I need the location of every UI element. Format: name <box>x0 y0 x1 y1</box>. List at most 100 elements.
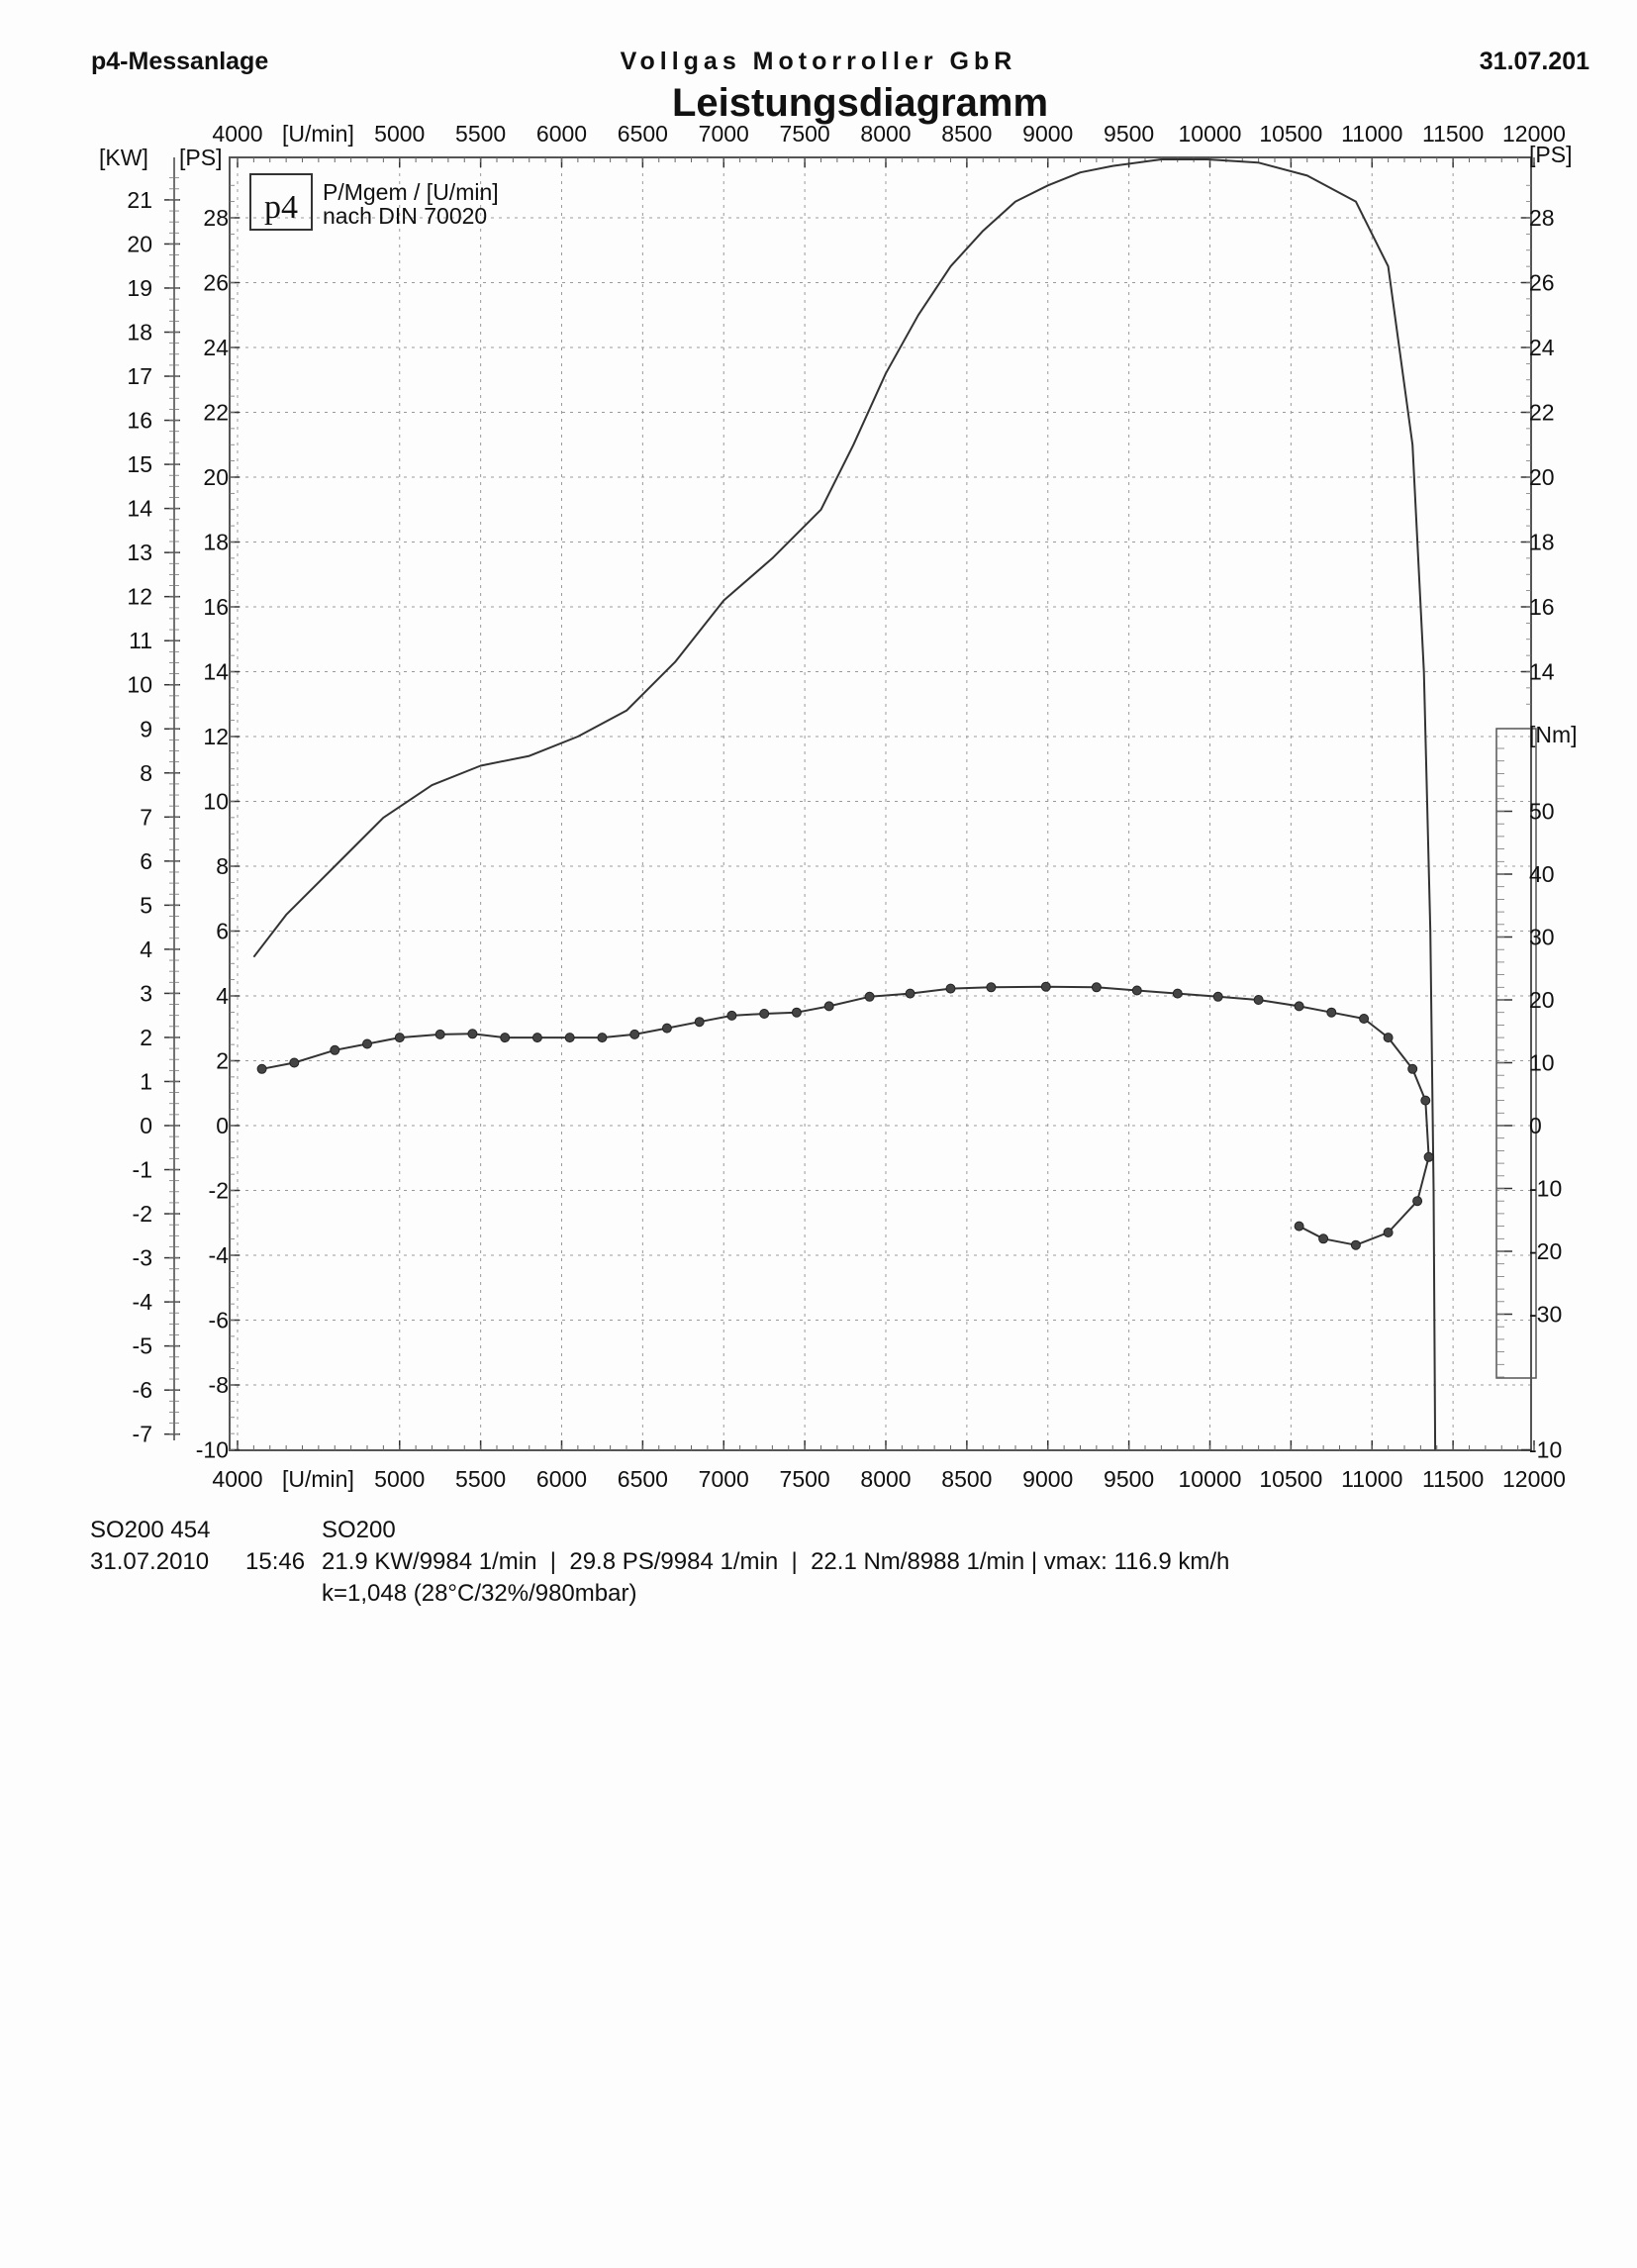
kw-axis-label: [KW] <box>99 145 148 170</box>
x-tick-label-bottom: 7000 <box>699 1466 749 1492</box>
kw-tick-label: 17 <box>127 363 152 389</box>
nm-axis-box <box>1495 728 1537 1379</box>
ps-tick-label-right: -10 <box>1529 1437 1562 1463</box>
torque-point <box>531 1033 542 1043</box>
kw-tick-label: 10 <box>127 672 152 698</box>
ps-tick-label-left: -10 <box>196 1437 229 1463</box>
x-tick-label-bottom: 8000 <box>860 1466 911 1492</box>
torque-point <box>1253 995 1264 1005</box>
torque-point <box>1359 1014 1370 1024</box>
torque-point <box>394 1033 405 1043</box>
kw-tick-label: 1 <box>140 1068 152 1094</box>
torque-point <box>1407 1063 1418 1074</box>
kw-tick-label: 9 <box>140 716 152 741</box>
ps-tick-label-left: 18 <box>203 530 229 555</box>
x-tick-label-top: 9000 <box>1022 121 1073 147</box>
kw-tick-label: -1 <box>133 1157 152 1183</box>
x-tick-label-top: 5500 <box>455 121 506 147</box>
footer-line1-left: SO200 454 <box>90 1517 211 1543</box>
kw-tick-label: 8 <box>140 760 152 786</box>
header-company: Vollgas Motorroller GbR <box>620 48 1017 75</box>
footer-line1-right: SO200 <box>322 1517 396 1543</box>
ps-tick-label-left: 26 <box>203 270 229 296</box>
ps-tick-label-right: 28 <box>1529 205 1555 231</box>
p4-logo-box <box>249 173 313 231</box>
x-tick-label-top: 10000 <box>1179 121 1242 147</box>
torque-point <box>1412 1196 1423 1207</box>
axis-labels: 4000400050005000550055006000600065006500… <box>127 121 1566 1492</box>
kw-tick-label: 14 <box>127 496 152 522</box>
torque-point <box>945 983 956 994</box>
ps-tick-label-right: 22 <box>1529 400 1555 426</box>
nm-tick-label: 30 <box>1529 925 1555 950</box>
footer-conditions: k=1,048 (28°C/32%/980mbar) <box>322 1580 637 1607</box>
nm-tick-label: 40 <box>1529 861 1555 887</box>
ps-tick-label-right: 14 <box>1529 659 1555 685</box>
torque-point <box>864 991 875 1002</box>
x-tick-label-top: 7500 <box>780 121 830 147</box>
nm-tick-label: -30 <box>1529 1302 1562 1328</box>
ps-tick-label-left: -8 <box>209 1372 229 1398</box>
header-date: 31.07.201 <box>1479 48 1589 75</box>
kw-tick-label: 7 <box>140 804 152 830</box>
kw-tick-label: 3 <box>140 980 152 1006</box>
footer-time: 15:46 <box>245 1548 306 1575</box>
x-tick-label-top: 6500 <box>618 121 668 147</box>
kw-tick-label: 16 <box>127 408 152 434</box>
torque-point <box>1172 988 1183 999</box>
legend-line-1: P/Mgem / [U/min] <box>323 179 499 205</box>
ps-tick-label-left: -2 <box>209 1178 229 1204</box>
kw-tick-label: -5 <box>133 1333 152 1359</box>
torque-point <box>823 1001 834 1012</box>
ps-tick-label-left: 4 <box>216 983 229 1009</box>
x-tick-label-top: 7000 <box>699 121 749 147</box>
ps-tick-label-left: -6 <box>209 1308 229 1333</box>
kw-tick-label: 0 <box>140 1113 152 1138</box>
x-tick-label-bottom: 6000 <box>536 1466 587 1492</box>
series <box>252 158 1437 1450</box>
torque-point <box>986 982 997 993</box>
plot-frame <box>229 156 1532 1451</box>
ps-tick-label-left: -4 <box>209 1242 230 1268</box>
nm-tick-label: 50 <box>1529 799 1555 825</box>
ps-axis-label-right: [PS] <box>1529 142 1572 167</box>
x-tick-label-bottom: 5000 <box>374 1466 425 1492</box>
x-tick-label-bottom: 9000 <box>1022 1466 1073 1492</box>
ps-tick-label-right: 20 <box>1529 464 1555 490</box>
torque-point <box>726 1010 737 1021</box>
torque-point <box>256 1063 267 1074</box>
dyno-chart: 4000400050005000550055006000600065006500… <box>99 121 1578 1492</box>
nm-tick-label: -10 <box>1529 1176 1562 1202</box>
kw-tick-label: 19 <box>127 275 152 301</box>
power-curve <box>252 158 1437 1450</box>
kw-tick-label: 12 <box>127 584 152 610</box>
chart-title: Leistungsdiagramm <box>671 81 1049 125</box>
nm-tick-label: 20 <box>1529 987 1555 1013</box>
torque-point <box>905 988 915 999</box>
x-tick-label-top: 4000 <box>212 121 262 147</box>
torque-point <box>467 1029 478 1039</box>
torque-point <box>1326 1007 1337 1018</box>
kw-tick-label: 20 <box>127 231 152 256</box>
kw-tick-label: -4 <box>133 1289 153 1315</box>
torque-point <box>1423 1151 1434 1162</box>
x-tick-label-bottom: 4000 <box>212 1466 262 1492</box>
x-tick-label-bottom: 12000 <box>1502 1466 1566 1492</box>
torque-point <box>1294 1221 1304 1232</box>
ps-tick-label-right: 18 <box>1529 530 1555 555</box>
x-tick-label-top: 10500 <box>1259 121 1322 147</box>
torque-point <box>759 1009 770 1019</box>
x-tick-label-top: 11500 <box>1422 121 1484 147</box>
x-unit-label-bottom: [U/min] <box>282 1466 354 1492</box>
kw-tick-label: 18 <box>127 320 152 345</box>
ps-tick-label-right: 16 <box>1529 594 1555 620</box>
torque-point <box>1420 1095 1431 1106</box>
x-unit-label-top: [U/min] <box>282 121 354 147</box>
torque-point <box>1318 1233 1329 1244</box>
x-tick-label-bottom: 7500 <box>780 1466 830 1492</box>
torque-point <box>1040 981 1051 992</box>
kw-tick-label: 2 <box>140 1025 152 1050</box>
ps-tick-label-left: 24 <box>203 335 229 360</box>
nm-tick-label: 10 <box>1529 1050 1555 1076</box>
kw-tick-label: 6 <box>140 848 152 874</box>
